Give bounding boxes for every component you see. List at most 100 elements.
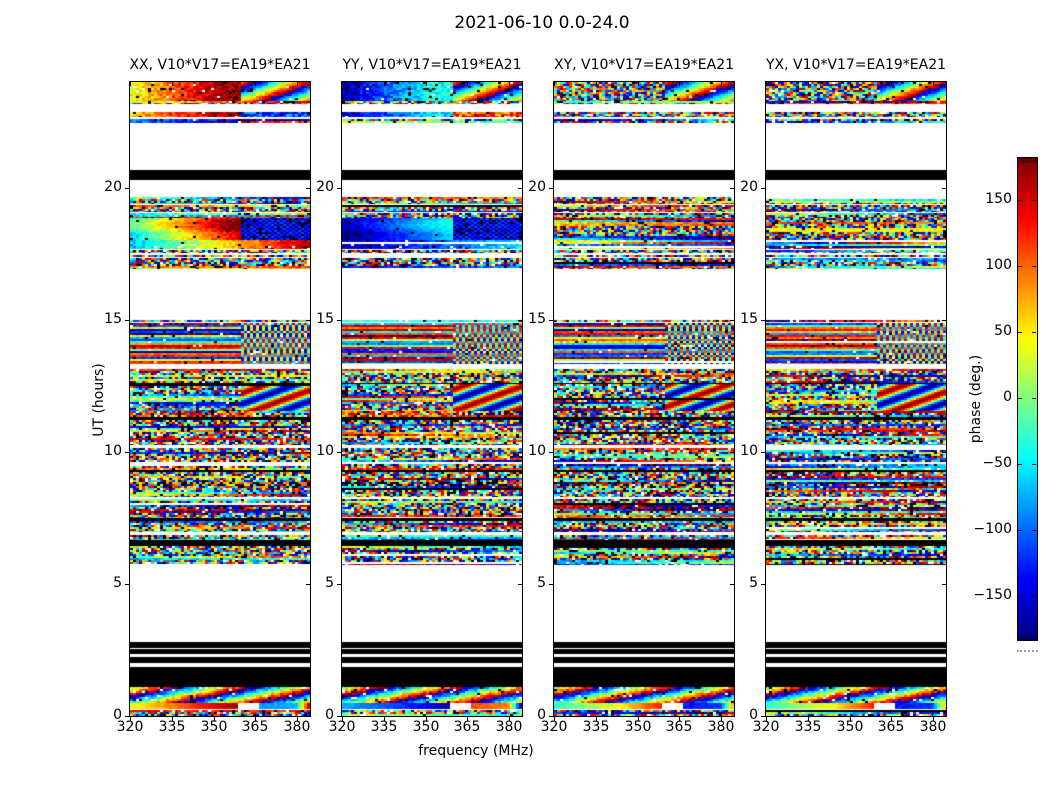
y-tick-label: 20 <box>316 179 334 195</box>
x-tick <box>214 717 215 721</box>
y-tick-inner <box>518 452 522 453</box>
x-tick <box>891 717 892 721</box>
y-tick-label: 20 <box>740 179 758 195</box>
x-tick-label: 365 <box>665 719 693 735</box>
x-tick-inner <box>638 82 639 86</box>
x-axis-label: frequency (MHz) <box>418 743 534 759</box>
x-tick <box>384 717 385 721</box>
y-tick-label: 5 <box>537 575 546 591</box>
x-tick-inner <box>596 82 597 86</box>
y-tick <box>761 452 765 453</box>
colorbar-tick <box>1018 200 1022 201</box>
y-tick <box>761 584 765 585</box>
x-tick-label: 320 <box>328 719 356 735</box>
y-tick-inner <box>942 320 946 321</box>
x-tick-inner <box>808 82 809 86</box>
x-tick-label: 350 <box>412 719 440 735</box>
x-tick-inner <box>342 82 343 86</box>
x-tick <box>679 717 680 721</box>
x-tick-inner <box>679 82 680 86</box>
y-tick <box>549 584 553 585</box>
colorbar-tick <box>1018 332 1022 333</box>
y-tick <box>125 320 129 321</box>
y-tick-inner <box>306 452 310 453</box>
x-tick-label: 380 <box>283 719 311 735</box>
y-tick <box>761 320 765 321</box>
y-tick-label: 15 <box>528 311 546 327</box>
panel-title-YY: YY, V10*V17=EA19*EA21 <box>342 57 522 73</box>
y-tick-label: 15 <box>316 311 334 327</box>
y-tick-label: 10 <box>740 443 758 459</box>
x-tick-inner <box>721 82 722 86</box>
panel-XY: XY, V10*V17=EA19*EA21 <box>553 57 735 717</box>
y-tick-label: 10 <box>316 443 334 459</box>
x-tick <box>467 717 468 721</box>
y-tick-label: 5 <box>325 575 334 591</box>
x-tick-label: 320 <box>116 719 144 735</box>
y-tick <box>337 452 341 453</box>
x-tick <box>297 717 298 721</box>
colorbar-tick <box>1018 398 1022 399</box>
y-tick-inner <box>942 452 946 453</box>
x-tick-label: 335 <box>370 719 398 735</box>
x-tick-inner <box>891 82 892 86</box>
x-tick-inner <box>255 82 256 86</box>
y-tick-inner <box>730 584 734 585</box>
x-tick-inner <box>467 82 468 86</box>
y-tick-inner <box>730 452 734 453</box>
x-tick-label: 365 <box>877 719 905 735</box>
y-tick <box>549 452 553 453</box>
x-tick-inner <box>426 82 427 86</box>
y-tick-inner <box>306 320 310 321</box>
panel-title-YX: YX, V10*V17=EA19*EA21 <box>765 57 947 73</box>
x-tick-label: 380 <box>919 719 947 735</box>
y-tick-label: 10 <box>528 443 546 459</box>
colorbar-tick <box>1018 530 1022 531</box>
panel-XX: XX, V10*V17=EA19*EA21 <box>129 57 311 717</box>
x-tick-inner <box>214 82 215 86</box>
y-tick-label: 0 <box>325 707 334 723</box>
y-tick-inner <box>518 584 522 585</box>
y-tick <box>549 188 553 189</box>
y-tick <box>125 188 129 189</box>
x-tick-label: 350 <box>624 719 652 735</box>
y-axis-label: UT (hours) <box>91 363 107 437</box>
x-tick-label: 350 <box>836 719 864 735</box>
x-tick <box>721 717 722 721</box>
x-tick-inner <box>384 82 385 86</box>
x-tick-label: 350 <box>200 719 228 735</box>
panel-YX: YX, V10*V17=EA19*EA21 <box>765 57 947 717</box>
y-tick <box>337 320 341 321</box>
y-tick-inner <box>306 716 310 717</box>
x-tick-label: 335 <box>582 719 610 735</box>
x-tick <box>808 717 809 721</box>
colorbar-tick <box>1018 266 1022 267</box>
x-tick <box>172 717 173 721</box>
x-tick <box>554 717 555 721</box>
y-tick <box>549 716 553 717</box>
x-tick <box>130 717 131 721</box>
y-tick-inner <box>942 188 946 189</box>
y-tick <box>337 584 341 585</box>
y-tick <box>549 320 553 321</box>
y-tick <box>125 584 129 585</box>
y-tick-label: 5 <box>749 575 758 591</box>
x-tick <box>596 717 597 721</box>
panel-title-XY: XY, V10*V17=EA19*EA21 <box>553 57 735 73</box>
y-tick-label: 20 <box>528 179 546 195</box>
colorbar <box>1017 157 1038 641</box>
panel-title-XX: XX, V10*V17=EA19*EA21 <box>129 57 311 73</box>
y-tick <box>125 716 129 717</box>
colorbar-tick-inner <box>1032 530 1036 531</box>
colorbar-tick-label: 0 <box>1003 389 1012 405</box>
y-tick <box>761 716 765 717</box>
colorbar-tick-inner <box>1032 200 1036 201</box>
y-tick-label: 15 <box>104 311 122 327</box>
x-tick-inner <box>509 82 510 86</box>
x-tick-label: 320 <box>752 719 780 735</box>
colorbar-tick-inner <box>1032 266 1036 267</box>
x-tick <box>509 717 510 721</box>
colorbar-tick-inner <box>1032 332 1036 333</box>
y-tick-label: 0 <box>749 707 758 723</box>
